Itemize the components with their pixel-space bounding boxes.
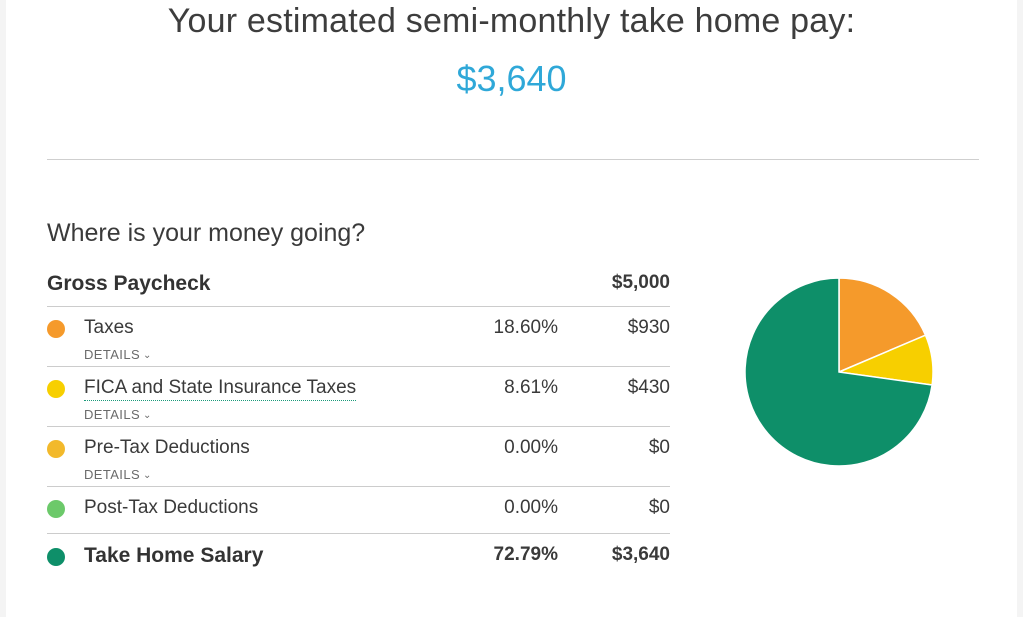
take-home-color-dot xyxy=(47,548,65,566)
take-home-row: Take Home Salary 72.79% $3,640 xyxy=(47,534,670,578)
take-home-percent: 72.79% xyxy=(493,544,558,565)
details-label: DETAILS xyxy=(84,347,141,362)
fica-row: FICA and State Insurance Taxes 8.61% $43… xyxy=(47,367,670,427)
fica-color-dot xyxy=(47,380,65,398)
take-home-label: Take Home Salary xyxy=(84,544,264,567)
fica-value: $430 xyxy=(627,377,670,398)
pretax-value: $0 xyxy=(648,437,670,458)
pretax-details-toggle[interactable]: DETAILS ⌄ xyxy=(84,467,152,482)
chevron-down-icon: ⌄ xyxy=(143,410,152,421)
chevron-down-icon: ⌄ xyxy=(143,350,152,361)
pie-slice-taxes xyxy=(838,277,927,374)
posttax-row: Post-Tax Deductions 0.00% $0 xyxy=(47,487,670,534)
take-home-amount: $3,640 xyxy=(456,58,567,99)
breakdown-table: Gross Paycheck $5,000 Taxes 18.60% $930 … xyxy=(47,266,670,578)
details-label: DETAILS xyxy=(84,467,141,482)
details-label: DETAILS xyxy=(84,407,141,422)
posttax-color-dot xyxy=(47,500,65,518)
fica-label[interactable]: FICA and State Insurance Taxes xyxy=(84,377,357,401)
section-divider xyxy=(47,159,979,160)
fica-percent: 8.61% xyxy=(504,377,558,398)
taxes-label: Taxes xyxy=(84,317,134,338)
pretax-percent: 0.00% xyxy=(504,437,558,458)
pretax-row: Pre-Tax Deductions 0.00% $0 DETAILS ⌄ xyxy=(47,427,670,487)
gross-paycheck-value: $5,000 xyxy=(611,272,670,293)
take-home-value: $3,640 xyxy=(611,544,670,565)
taxes-row: Taxes 18.60% $930 DETAILS ⌄ xyxy=(47,307,670,367)
pie-slice-take-home-salary xyxy=(744,277,933,467)
pretax-color-dot xyxy=(47,440,65,458)
pretax-label: Pre-Tax Deductions xyxy=(84,437,250,458)
posttax-percent: 0.00% xyxy=(504,497,558,518)
breakdown-pie-chart xyxy=(744,277,934,467)
taxes-percent: 18.60% xyxy=(493,317,558,338)
fica-details-toggle[interactable]: DETAILS ⌄ xyxy=(84,407,152,422)
taxes-value: $930 xyxy=(627,317,670,338)
posttax-value: $0 xyxy=(648,497,670,518)
gross-paycheck-row: Gross Paycheck $5,000 xyxy=(47,266,670,307)
left-page-edge xyxy=(0,0,6,617)
chevron-down-icon: ⌄ xyxy=(143,470,152,481)
posttax-label: Post-Tax Deductions xyxy=(84,497,259,518)
taxes-details-toggle[interactable]: DETAILS ⌄ xyxy=(84,347,152,362)
taxes-color-dot xyxy=(47,320,65,338)
breakdown-heading: Where is your money going? xyxy=(47,219,366,247)
right-page-edge xyxy=(1017,0,1023,617)
page-title: Your estimated semi-monthly take home pa… xyxy=(167,2,856,40)
gross-paycheck-label: Gross Paycheck xyxy=(47,272,211,295)
